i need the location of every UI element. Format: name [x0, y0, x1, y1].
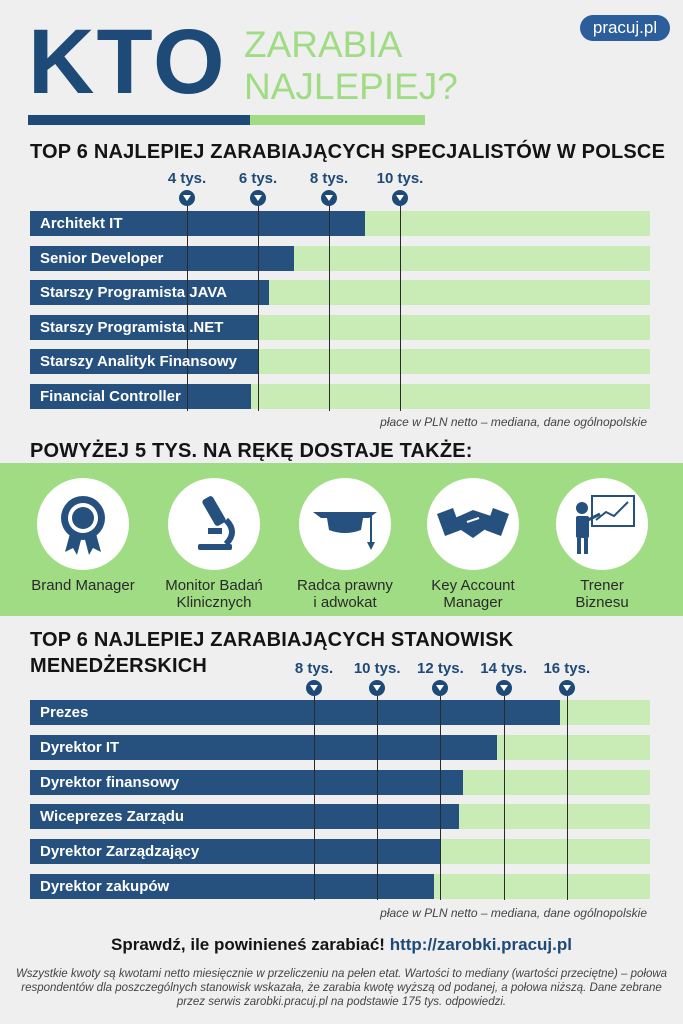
tick-marker-icon	[495, 680, 512, 696]
bar	[30, 839, 441, 865]
bar	[30, 700, 561, 725]
profession-label-line1: Key Account	[431, 577, 515, 594]
bar-label: Starszy Analityk Finansowy	[40, 353, 238, 371]
profession-label: Radca prawny i adwokat	[280, 577, 410, 611]
tick-label: 14 tys.	[480, 660, 527, 677]
bar	[30, 314, 258, 340]
section3-note: płace w PLN netto – mediana, dane ogólno…	[380, 906, 647, 920]
graduation-cap-icon	[313, 512, 377, 550]
gridline	[377, 696, 379, 900]
profession-label: Key Account Manager	[408, 577, 538, 611]
bar-label: Starszy Programista JAVA	[40, 284, 228, 302]
profession-label-line2: i adwokat	[313, 594, 377, 611]
cta-line: Sprawdź, ile powinieneś zarabiać! http:/…	[0, 935, 683, 955]
title-subtitle: ZARABIA NAJLEPIEJ?	[244, 24, 458, 108]
gridline	[440, 696, 442, 900]
medal-icon-circle	[37, 478, 129, 570]
managers-chart: Prezes Dyrektor IT Dyrektor finansowy Wicep…	[30, 660, 650, 900]
tick-marker-icon	[306, 680, 322, 696]
bar	[30, 734, 498, 760]
cta-link[interactable]: http://zarobki.pracuj.pl	[389, 935, 572, 954]
bar	[30, 874, 435, 899]
tick-label: 16 tys.	[543, 660, 591, 677]
profession-label-line1: Radca prawny	[297, 577, 393, 594]
tick-label: 4 tys.	[167, 170, 207, 187]
bar-label: Dyrektor finansowy	[40, 773, 180, 791]
profession-label-line1: Trener	[580, 577, 624, 594]
title-kto: KTO	[28, 11, 227, 113]
bar-label: Prezes	[40, 704, 89, 721]
title-underline-blue	[28, 115, 250, 125]
profession-label-line2: Klinicznych	[176, 594, 252, 611]
bar-label: Wiceprezes Zarządu	[40, 808, 185, 826]
tick-label: 6 tys.	[238, 170, 278, 187]
profession-label-line2: Manager	[443, 594, 503, 611]
handshake-icon	[437, 508, 509, 538]
gridline	[400, 206, 401, 411]
profession-label: Monitor Badań Klinicznych	[149, 577, 279, 611]
profession-label: Trener Biznesu	[537, 577, 667, 611]
bar-label: Dyrektor Zarządzający	[40, 843, 200, 861]
bar	[30, 280, 269, 306]
tick-label: 10 tys.	[376, 170, 424, 187]
medal-icon	[61, 496, 105, 555]
microscope-icon-circle	[168, 478, 260, 570]
profession-label-line1: Brand Manager	[31, 577, 135, 594]
bar-label: Dyrektor zakupów	[40, 878, 170, 895]
bar	[30, 804, 460, 830]
title-subtitle-line2: NAJLEPIEJ?	[244, 66, 458, 107]
specialists-chart: Architekt IT Senior Developer Starszy Prog…	[0, 0, 683, 440]
tick-marker-icon	[558, 680, 575, 696]
gridline	[566, 696, 568, 900]
bar-label: Starszy Programista .NET	[40, 318, 224, 336]
tick-label: 8 tys.	[294, 660, 334, 677]
section1-heading: TOP 6 NAJLEPIEJ ZARABIAJĄCYCH SPECJALIST…	[30, 141, 666, 163]
gridline	[258, 206, 259, 411]
title-subtitle-line1: ZARABIA	[244, 24, 403, 65]
graduation-cap-icon-circle	[299, 478, 391, 570]
microscope-icon	[198, 496, 235, 550]
tick-label: 12 tys.	[417, 660, 464, 677]
disclaimer: Wszystkie kwoty są kwotami netto miesięc…	[15, 968, 668, 1008]
tick-marker-icon	[432, 680, 449, 696]
section3-heading-line2: MENEDŻERSKICH	[30, 655, 208, 677]
bar	[30, 245, 294, 271]
pracuj-logo[interactable]: pracuj.pl	[580, 15, 670, 41]
section2-heading: POWYŻEJ 5 TYS. NA RĘKĘ DOSTAJE TAKŻE:	[30, 440, 473, 462]
cta-text: Sprawdź, ile powinieneś zarabiać!	[111, 935, 385, 954]
tick-marker-icon	[250, 190, 266, 206]
section3-heading: TOP 6 NAJLEPIEJ ZARABIAJĄCYCH STANOWISK …	[30, 627, 513, 679]
gridline	[503, 696, 505, 900]
bar	[30, 211, 365, 236]
bar-label: Senior Developer	[40, 249, 164, 267]
presentation-icon-circle	[556, 478, 648, 570]
gridline	[314, 696, 315, 900]
tick-marker-icon	[369, 680, 386, 696]
bar	[30, 384, 251, 409]
tick-label: 8 tys.	[309, 170, 349, 187]
profession-label-line1: Monitor Badań	[165, 577, 263, 594]
bar-label: Architekt IT	[40, 215, 123, 232]
gridline	[329, 206, 330, 411]
tick-marker-icon	[392, 190, 408, 206]
tick-marker-icon	[321, 190, 337, 206]
profession-label-line2: Biznesu	[575, 594, 629, 611]
bar-label: Financial Controller	[40, 388, 181, 405]
tick-marker-icon	[179, 190, 195, 206]
section1-note: płace w PLN netto – mediana, dane ogólno…	[380, 415, 647, 429]
presentation-icon	[576, 495, 635, 554]
bar	[30, 769, 463, 795]
handshake-icon-circle	[427, 478, 519, 570]
bar	[30, 349, 258, 375]
bar-label: Dyrektor IT	[40, 738, 120, 756]
profession-label: Brand Manager	[18, 577, 148, 594]
gridline	[187, 206, 188, 411]
title-underline-green	[250, 115, 425, 125]
section3-heading-line1: TOP 6 NAJLEPIEJ ZARABIAJĄCYCH STANOWISK	[30, 629, 514, 651]
tick-label: 10 tys.	[353, 660, 401, 677]
